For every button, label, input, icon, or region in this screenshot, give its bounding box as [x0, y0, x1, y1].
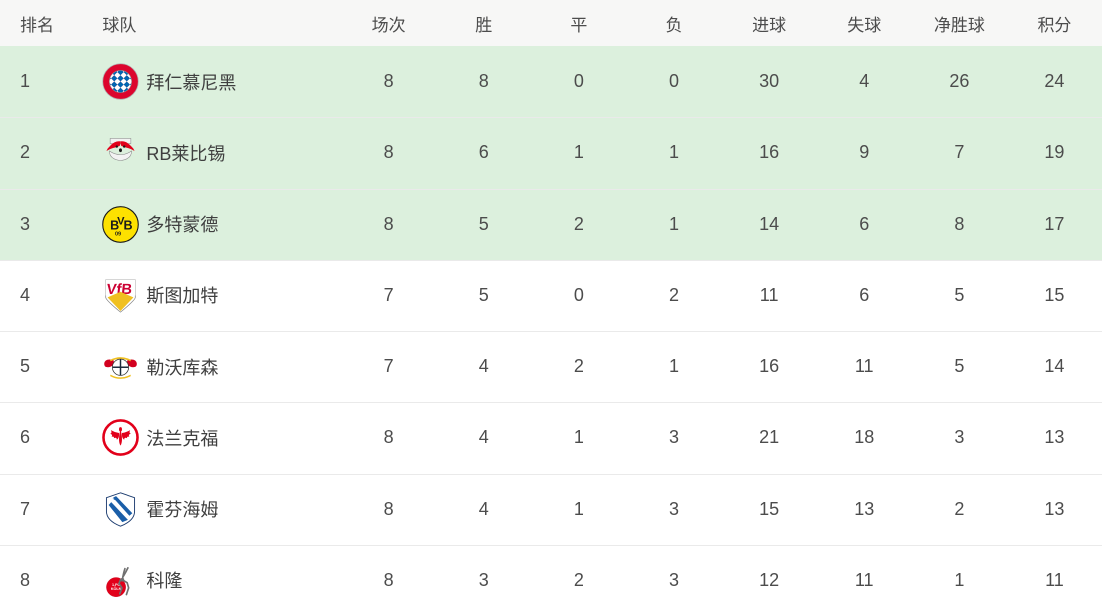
svg-text:KÖLN: KÖLN — [111, 586, 122, 591]
svg-text:B: B — [124, 218, 133, 232]
svg-text:V: V — [117, 215, 125, 227]
svg-text:09: 09 — [115, 231, 121, 237]
